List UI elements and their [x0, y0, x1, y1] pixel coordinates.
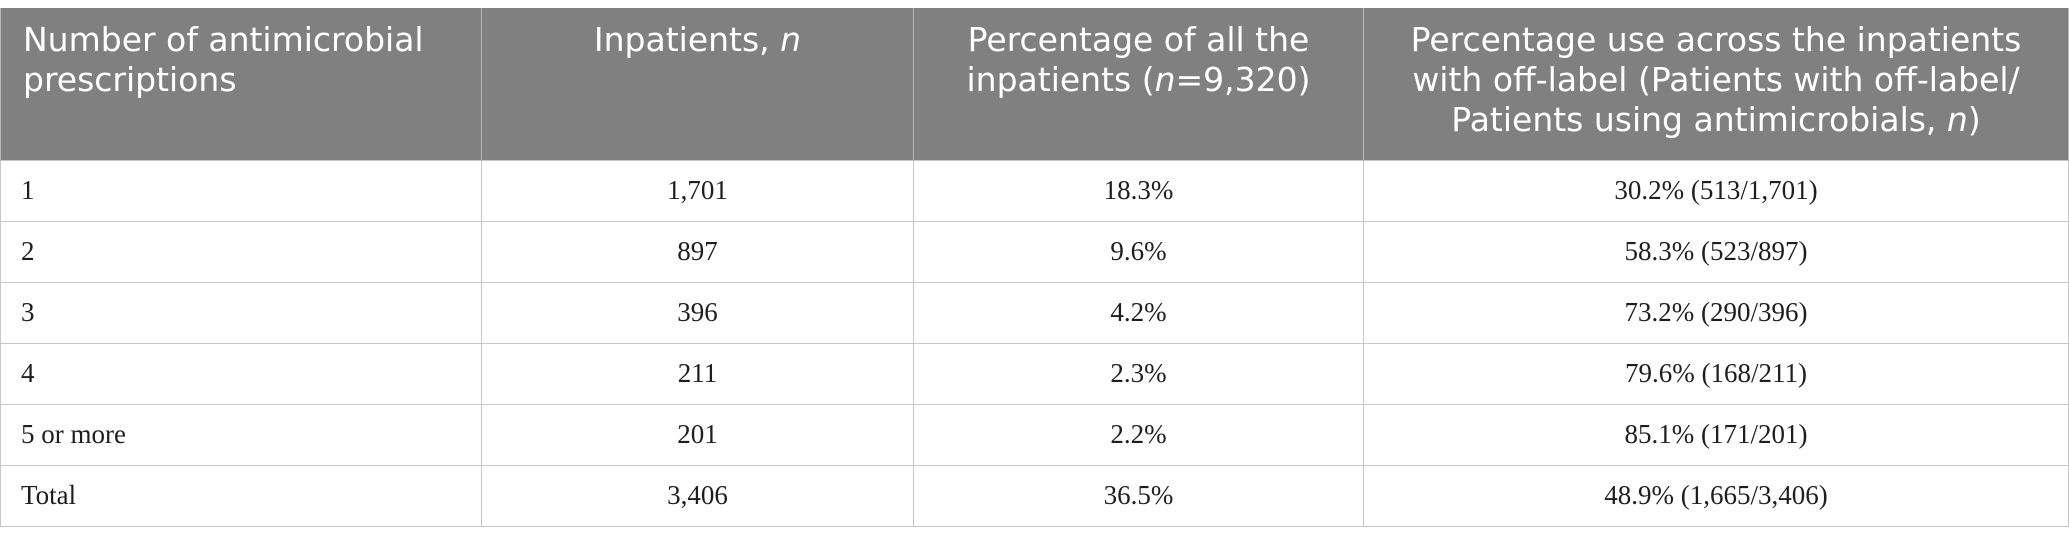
header-percentage-all-n: n [1154, 60, 1176, 99]
cell-pct-offlabel: 79.6% (168/211) [1363, 342, 2069, 405]
cell-count: 3 [0, 281, 482, 344]
table-row: 5 or more 201 2.2% 85.1% (171/201) [0, 403, 2069, 466]
cell-pct-all: 36.5% [913, 464, 1364, 527]
cell-pct-all: 4.2% [913, 281, 1364, 344]
header-percentage-all-pre: inpatients ( [966, 60, 1155, 99]
header-percentage-all: Percentage of all the inpatients (n=9,32… [913, 8, 1364, 160]
cell-pct-all: 2.3% [913, 342, 1364, 405]
table-row: 3 396 4.2% 73.2% (290/396) [0, 281, 2069, 344]
header-row: Number of antimicrobial prescriptions In… [0, 8, 2069, 160]
header-inpatients-n: n [780, 20, 802, 59]
cell-inpatients: 201 [481, 403, 914, 466]
header-inpatients: Inpatients, n [481, 8, 914, 160]
cell-pct-offlabel: 48.9% (1,665/3,406) [1363, 464, 2069, 527]
table-header: Number of antimicrobial prescriptions In… [0, 8, 2069, 160]
cell-inpatients: 211 [481, 342, 914, 405]
header-inpatients-text: Inpatients, [593, 20, 781, 59]
cell-count: 5 or more [0, 403, 482, 466]
cell-count: 4 [0, 342, 482, 405]
table-body: 1 1,701 18.3% 30.2% (513/1,701) 2 897 9.… [0, 159, 2069, 527]
data-table-container: Number of antimicrobial prescriptions In… [0, 8, 2069, 527]
table-row: 4 211 2.3% 79.6% (168/211) [0, 342, 2069, 405]
header-percentage-offlabel-n: n [1946, 100, 1968, 139]
header-percentage-offlabel-post: ) [1967, 100, 1981, 139]
cell-pct-offlabel: 73.2% (290/396) [1363, 281, 2069, 344]
header-percentage-offlabel-text: Percentage use across the inpatients wit… [1410, 20, 2022, 139]
table-row-total: Total 3,406 36.5% 48.9% (1,665/3,406) [0, 464, 2069, 527]
cell-pct-offlabel: 85.1% (171/201) [1363, 403, 2069, 466]
cell-pct-all: 2.2% [913, 403, 1364, 466]
cell-inpatients: 3,406 [481, 464, 914, 527]
header-number-of-prescriptions: Number of antimicrobial prescriptions [0, 8, 482, 160]
antimicrobial-prescriptions-table: Number of antimicrobial prescriptions In… [0, 8, 2069, 527]
header-percentage-all-line1: Percentage of all the [967, 20, 1310, 59]
cell-pct-all: 18.3% [913, 159, 1364, 222]
table-row: 1 1,701 18.3% 30.2% (513/1,701) [0, 159, 2069, 222]
cell-pct-offlabel: 58.3% (523/897) [1363, 220, 2069, 283]
cell-count: 1 [0, 159, 482, 222]
header-percentage-all-post: =9,320) [1175, 60, 1311, 99]
cell-pct-all: 9.6% [913, 220, 1364, 283]
header-percentage-offlabel: Percentage use across the inpatients wit… [1363, 8, 2069, 160]
cell-count: 2 [0, 220, 482, 283]
table-row: 2 897 9.6% 58.3% (523/897) [0, 220, 2069, 283]
cell-count: Total [0, 464, 482, 527]
cell-inpatients: 1,701 [481, 159, 914, 222]
cell-inpatients: 396 [481, 281, 914, 344]
header-number-of-prescriptions-label: Number of antimicrobial prescriptions [23, 20, 424, 99]
cell-inpatients: 897 [481, 220, 914, 283]
cell-pct-offlabel: 30.2% (513/1,701) [1363, 159, 2069, 222]
